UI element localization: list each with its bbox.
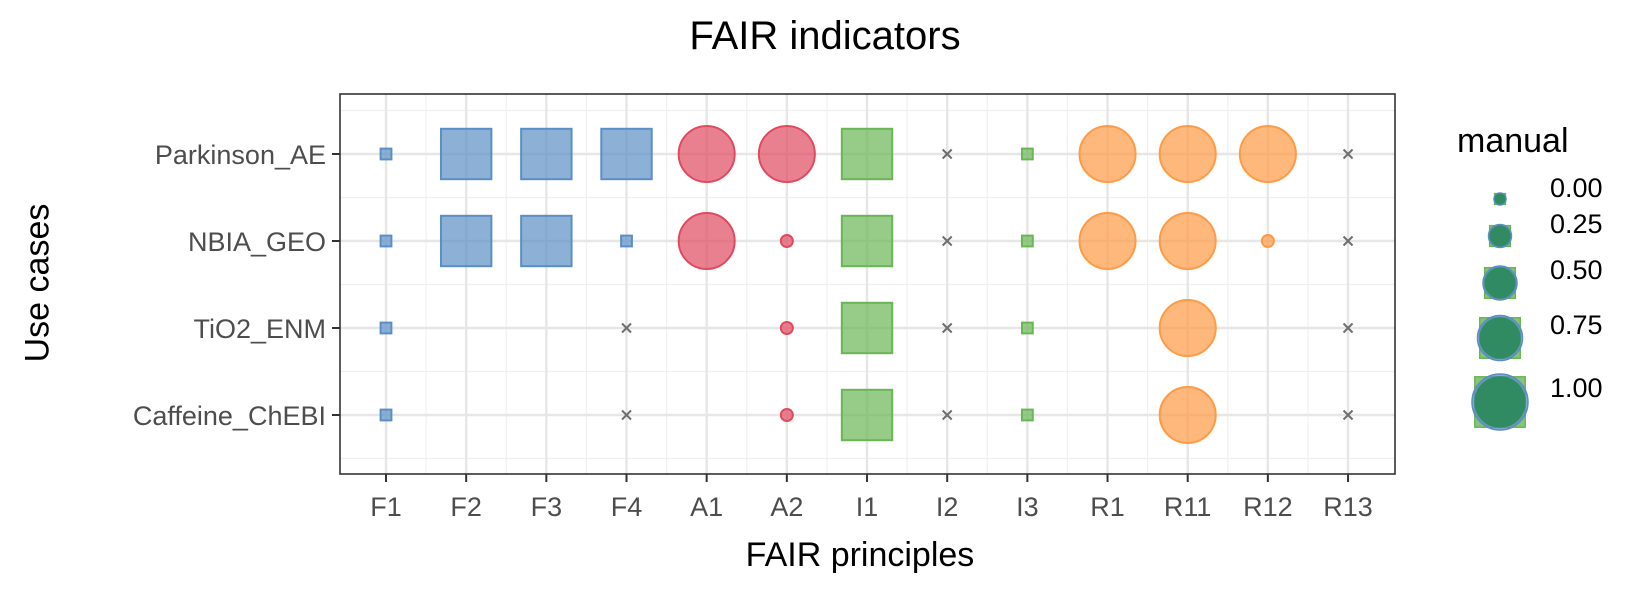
data-point [1342,322,1354,334]
x-axis-label: FAIR principles [745,536,975,574]
legend-label: 0.00 [1550,173,1603,203]
data-point [1342,409,1354,421]
x-tick-label: R1 [1090,492,1125,522]
data-point [621,409,632,421]
x-tick-label: F1 [370,492,402,522]
x-tick-label: R12 [1243,492,1293,522]
data-point [1020,408,1034,422]
legend-label: 0.75 [1550,310,1603,340]
data-point [1078,212,1137,270]
data-point [779,408,794,422]
x-tick-label: F2 [450,492,482,522]
legend-key [1489,225,1511,247]
legend-label: 0.50 [1550,255,1603,285]
data-point [677,125,736,183]
data-point [439,127,493,181]
y-tick-label: NBIA_GEO [188,227,326,257]
data-point [620,234,633,248]
data-point [439,214,493,268]
data-point [1020,234,1034,248]
legend-title: manual [1457,122,1569,160]
x-tick-label: R13 [1323,492,1373,522]
x-tick-label: F4 [611,492,643,522]
data-point [520,127,573,181]
legend-key [1484,267,1516,299]
data-point [379,408,393,422]
data-point [941,409,953,421]
data-point [1238,125,1297,183]
legend-key [1474,376,1526,428]
data-point [840,388,894,442]
data-point [1158,212,1217,270]
data-point [520,214,573,268]
legend-label: 0.25 [1550,209,1603,239]
data-point [779,234,794,248]
x-tick-label: R11 [1164,492,1212,522]
data-point [941,148,953,160]
x-tick-label: I1 [856,492,879,522]
data-point [1158,125,1217,183]
data-point [379,321,393,335]
data-point [1260,234,1275,248]
data-point [1158,299,1217,357]
data-point [621,322,632,334]
data-point [840,127,894,181]
data-point [840,301,894,355]
data-point [779,321,794,335]
y-tick-label: TiO2_ENM [193,314,326,344]
x-tick-label: F3 [531,492,563,522]
data-point [1342,235,1354,247]
data-point [941,235,953,247]
data-point [1020,147,1034,161]
x-tick-label: I3 [1016,492,1039,522]
data-point [600,127,653,181]
legend-label: 1.00 [1550,373,1603,403]
data-point [379,234,393,248]
legend-key [1494,193,1506,205]
y-tick-label: Parkinson_AE [155,140,326,170]
chart-title: FAIR indicators [689,14,961,58]
data-point [840,214,894,268]
data-point [677,212,736,270]
x-tick-label: A1 [690,492,723,522]
x-tick-label: I2 [936,492,959,522]
data-point [1078,125,1137,183]
x-tick-label: A2 [770,492,803,522]
data-point [1342,148,1354,160]
data-point [1158,386,1217,444]
data-point [757,125,816,183]
data-point [379,147,393,161]
data-point [1020,321,1034,335]
legend-key [1479,317,1521,359]
data-point [941,322,953,334]
y-tick-label: Caffeine_ChEBI [133,401,326,431]
